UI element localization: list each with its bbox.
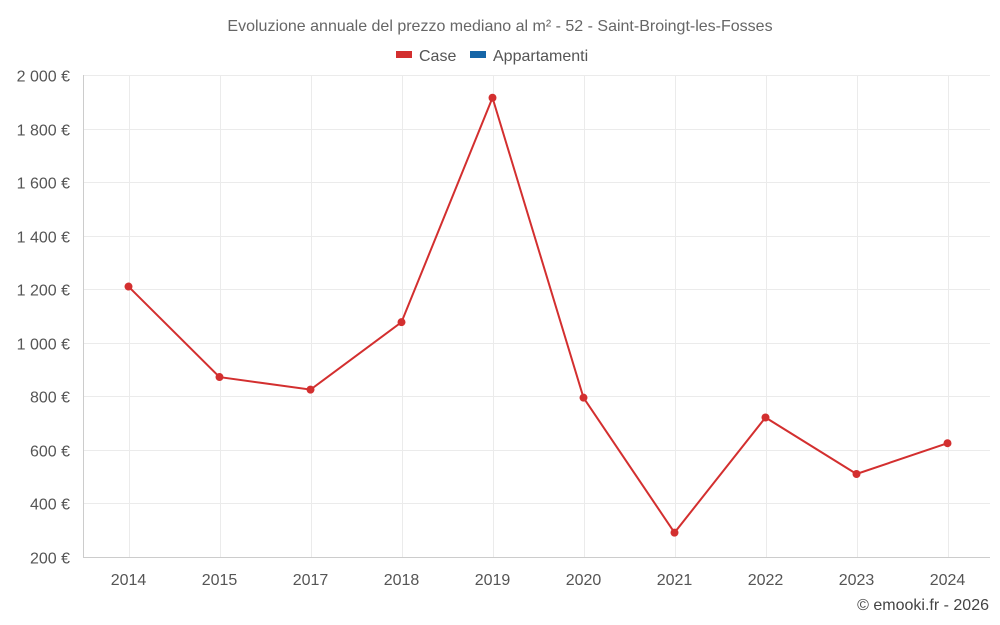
data-point-case[interactable] [943, 439, 952, 448]
y-tick-label: 1 400 € [17, 230, 70, 247]
x-tick-label: 2022 [748, 572, 784, 589]
legend: Case Appartamenti [396, 48, 588, 65]
data-point-case[interactable] [306, 385, 315, 394]
data-point-case[interactable] [124, 282, 133, 291]
x-tick-label: 2024 [930, 572, 966, 589]
data-point-case[interactable] [670, 528, 679, 537]
x-tick-label: 2019 [475, 572, 511, 589]
x-tick-label: 2017 [293, 572, 329, 589]
y-tick-label: 1 000 € [17, 337, 70, 354]
legend-swatch-appartamenti [470, 51, 486, 58]
series-line-case [127, 94, 948, 535]
x-axis-tick-labels: 2014 2015 2017 2018 2019 2020 2021 2022 2023 2024 [111, 572, 966, 589]
data-point-case[interactable] [761, 413, 770, 422]
chart-title: Evoluzione annuale del prezzo mediano al… [227, 18, 772, 35]
legend-swatch-case [396, 51, 412, 58]
credit-text: © emooki.fr - 2026 [857, 597, 989, 614]
data-point-case[interactable] [397, 318, 406, 327]
data-point-case[interactable] [852, 469, 861, 478]
y-axis-tick-labels: 200 € 400 € 600 € 800 € 1 000 € 1 200 € 1 400 … [17, 69, 70, 568]
legend-label-case: Case [419, 48, 456, 65]
data-point-case[interactable] [579, 393, 588, 402]
y-tick-label: 2 000 € [17, 69, 70, 86]
legend-label-appartamenti: Appartamenti [493, 48, 588, 65]
x-tick-label: 2023 [839, 572, 875, 589]
data-point-case[interactable] [215, 373, 224, 382]
x-tick-label: 2018 [384, 572, 420, 589]
data-point-case[interactable] [488, 93, 497, 102]
grid [83, 75, 990, 558]
legend-item-case[interactable]: Case [396, 48, 456, 65]
series-case [124, 93, 952, 537]
y-tick-label: 1 200 € [17, 283, 70, 300]
y-tick-label: 200 € [30, 551, 70, 568]
y-tick-label: 800 € [30, 390, 70, 407]
y-tick-label: 1 600 € [17, 176, 70, 193]
x-tick-label: 2015 [202, 572, 238, 589]
x-tick-label: 2020 [566, 572, 602, 589]
axes [83, 75, 990, 558]
y-tick-label: 1 800 € [17, 123, 70, 140]
legend-item-appartamenti[interactable]: Appartamenti [470, 48, 588, 65]
y-tick-label: 400 € [30, 497, 70, 514]
x-tick-label: 2021 [657, 572, 693, 589]
y-tick-label: 600 € [30, 444, 70, 461]
x-tick-label: 2014 [111, 572, 147, 589]
